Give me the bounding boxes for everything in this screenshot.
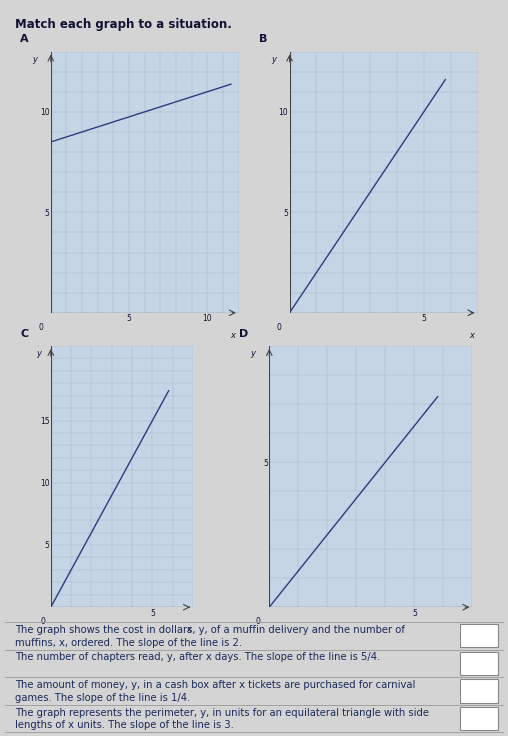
Text: x: x (464, 626, 469, 634)
Text: y: y (250, 350, 255, 358)
Text: D: D (239, 328, 248, 339)
Text: The graph shows the cost in dollars, y, of a muffin delivery and the number of
m: The graph shows the cost in dollars, y, … (15, 625, 405, 648)
Text: The number of chapters read, y, after x days. The slope of the line is 5/4.: The number of chapters read, y, after x … (15, 653, 380, 662)
Text: The graph represents the perimeter, y, in units for an equilateral triangle with: The graph represents the perimeter, y, i… (15, 708, 429, 730)
Text: 0: 0 (256, 617, 261, 626)
Text: 0: 0 (41, 617, 45, 626)
Text: y: y (36, 350, 41, 358)
Text: x: x (186, 626, 192, 634)
Text: y: y (271, 55, 276, 64)
Text: x: x (231, 331, 236, 340)
Text: B: B (259, 34, 267, 44)
Text: x: x (469, 331, 474, 340)
Text: C: C (20, 328, 28, 339)
Text: 0: 0 (277, 322, 281, 332)
Text: 0: 0 (38, 322, 43, 332)
Text: Match each graph to a situation.: Match each graph to a situation. (15, 18, 232, 32)
Text: y: y (33, 55, 38, 64)
Text: The amount of money, y, in a cash box after x tickets are purchased for carnival: The amount of money, y, in a cash box af… (15, 680, 416, 703)
Text: A: A (20, 34, 29, 44)
